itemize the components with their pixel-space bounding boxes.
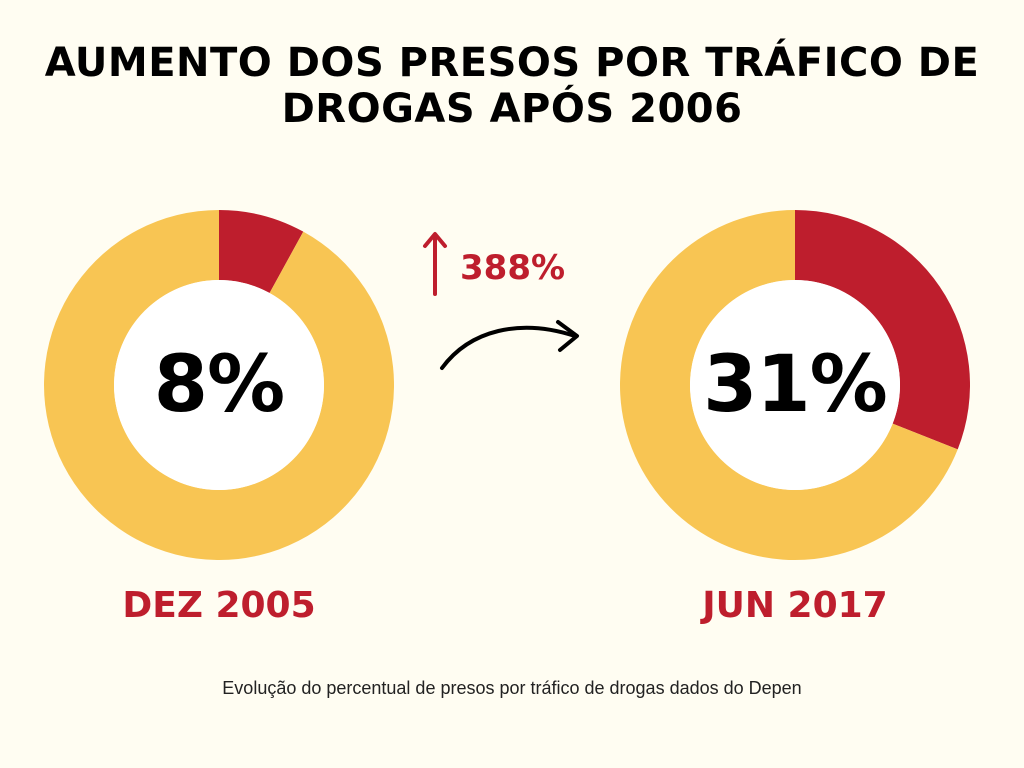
- curved-arrow-icon: [440, 320, 579, 370]
- caption: Evolução do percentual de presos por trá…: [222, 678, 802, 698]
- title-line-1: AUMENTO DOS PRESOS POR TRÁFICO DE: [44, 40, 980, 86]
- donut-hole: [114, 280, 324, 490]
- donut-svg-2017: [620, 210, 970, 560]
- arrow-up-icon: [423, 232, 447, 296]
- donut-center-value-2005: 8%: [153, 340, 285, 430]
- donut-slice-remainder: [620, 210, 958, 560]
- donut-chart-2017: 31%: [615, 205, 975, 565]
- title-line-2: DROGAS APÓS 2006: [281, 86, 743, 132]
- donut-slice-remainder: [43, 210, 395, 560]
- donut-chart-2005: 8%: [39, 205, 399, 565]
- donut-slice-highlight: [795, 210, 970, 450]
- growth-value: 388%: [460, 248, 566, 288]
- donut-hole: [690, 280, 900, 490]
- donut-center-value-2017: 31%: [703, 340, 888, 430]
- growth-indicator: 388%: [420, 228, 600, 298]
- donut-slice-highlight: [219, 210, 304, 293]
- donut-svg-2005: [43, 210, 395, 560]
- date-label-2017: JUN 2017: [702, 585, 888, 626]
- date-label-2005: DEZ 2005: [122, 585, 316, 626]
- page-title: AUMENTO DOS PRESOS POR TRÁFICO DE DROGAS…: [0, 40, 1024, 132]
